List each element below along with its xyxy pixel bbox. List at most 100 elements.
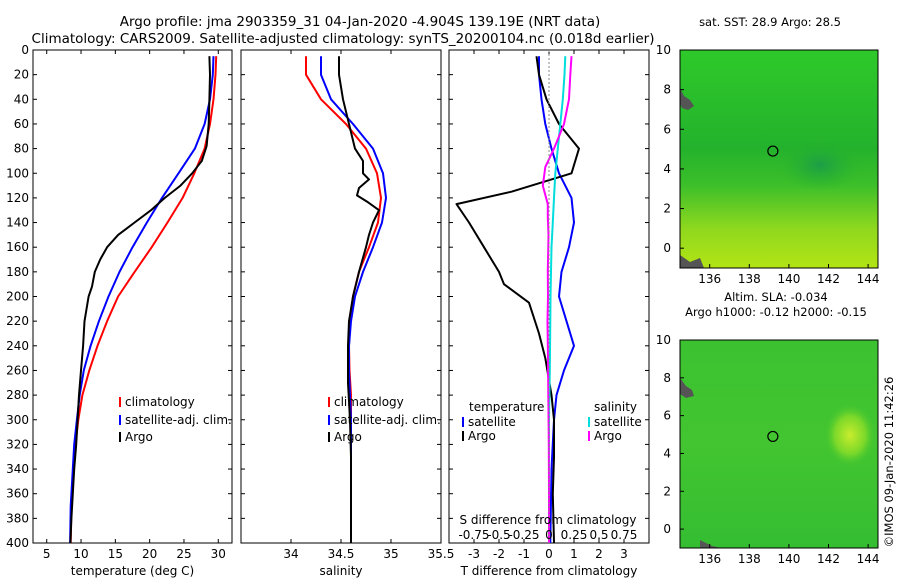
y-tick-label: 40 xyxy=(14,92,29,106)
y-tick-label: 380 xyxy=(6,511,29,525)
y-tick-label: 160 xyxy=(6,240,29,254)
x-axis-label: temperature (deg C) xyxy=(71,564,194,578)
map-y-tick-label: 6 xyxy=(663,409,671,423)
series-climatology-line xyxy=(305,56,382,543)
x-axis-label: T difference from climatology xyxy=(460,564,638,578)
map-y-tick-label: 0 xyxy=(663,241,671,255)
plot-frame xyxy=(32,49,233,544)
legend-temperature-title: temperature xyxy=(469,400,544,414)
map-y-tick-label: 8 xyxy=(663,83,671,97)
map-y-tick-label: 2 xyxy=(663,202,671,216)
map-y-tick-label: 6 xyxy=(663,122,671,136)
coastline-fragment xyxy=(680,378,694,398)
map-x-tick-label: 144 xyxy=(857,272,880,286)
y-tick-label: 80 xyxy=(14,142,29,156)
x-axis-label: salinity xyxy=(319,564,362,578)
map-x-tick-label: 136 xyxy=(698,272,721,286)
x-tick-label: 0 xyxy=(545,547,553,561)
y-tick-label: 300 xyxy=(6,413,29,427)
s-diff-axis-label: S difference from climatology xyxy=(460,513,637,527)
sla-map: Altim. SLA: -0.034 Argo h1000: -0.12 h20… xyxy=(656,290,880,566)
x-tick-label: -1 xyxy=(518,547,530,561)
s-diff-tick-label: 0 xyxy=(545,528,553,542)
x-tick-label: 34.5 xyxy=(328,547,355,561)
legend-label-satellite-adj-clim: satellite-adj. clim. xyxy=(125,413,232,427)
s-diff-tick-label: -0.25 xyxy=(508,528,539,542)
y-tick-label: 260 xyxy=(6,363,29,377)
x-tick-label: 30 xyxy=(211,547,226,561)
figure-title-line1: Argo profile: jma 2903359_31 04-Jan-2020… xyxy=(120,14,601,30)
legend-label-satellite-adj-clim: satellite-adj. clim. xyxy=(334,413,441,427)
y-tick-label: 60 xyxy=(14,117,29,131)
legend-label-t-satellite: satellite xyxy=(468,415,516,429)
legend-label-s-satellite: satellite xyxy=(594,415,642,429)
y-tick-label: 120 xyxy=(6,191,29,205)
figure-title-line2: Climatology: CARS2009. Satellite-adjuste… xyxy=(32,31,655,47)
s-diff-tick-label: 0.25 xyxy=(561,528,588,542)
y-tick-label: 320 xyxy=(6,437,29,451)
y-tick-label: 200 xyxy=(6,290,29,304)
temperature-panel: 5 10 15 20 25 3002040608010012014016018020022… xyxy=(6,43,233,578)
plot-frame xyxy=(240,49,442,544)
map-y-tick-label: 4 xyxy=(663,162,671,176)
x-tick-label: 25 xyxy=(176,547,191,561)
sla-high-patch xyxy=(824,403,876,467)
y-tick-label: 220 xyxy=(6,314,29,328)
series-argo-line xyxy=(69,56,211,544)
y-tick-label: 20 xyxy=(14,68,29,82)
map-y-tick-label: 2 xyxy=(663,484,671,498)
x-tick-label: 5 xyxy=(43,547,51,561)
map-x-tick-label: 136 xyxy=(698,552,721,566)
map-x-tick-label: 142 xyxy=(817,552,840,566)
x-tick-label: -3 xyxy=(468,547,480,561)
series-satellite-adj-clim-line xyxy=(69,56,215,544)
difference-panel: -3 -2 -1 0 1 2 3 T difference from climatology S… xyxy=(448,49,650,578)
coastline-fragment xyxy=(680,88,694,110)
legend-label-s-argo: Argo xyxy=(594,429,622,443)
x-tick-label: 34 xyxy=(283,547,298,561)
map-frame xyxy=(679,49,879,269)
map-x-tick-label: 140 xyxy=(777,552,800,566)
s-diff-tick-label: 0.5 xyxy=(589,528,608,542)
map-y-tick-label: 10 xyxy=(656,333,671,347)
sla-map-subtitle: Argo h1000: -0.12 h2000: -0.15 xyxy=(685,305,867,319)
s-diff-tick-label: -0.75 xyxy=(458,528,489,542)
argo-position-marker xyxy=(767,145,779,157)
map-frame xyxy=(679,339,879,549)
sst-map-title: sat. SST: 28.9 Argo: 28.5 xyxy=(699,15,841,29)
map-x-tick-label: 138 xyxy=(738,272,761,286)
y-tick-label: 100 xyxy=(6,166,29,180)
x-tick-label: 35 xyxy=(383,547,398,561)
x-tick-label: 1 xyxy=(570,547,578,561)
series-t-satellite-line xyxy=(538,56,575,544)
imos-stamp: ©IMOS 09-Jan-2020 11:42:26 xyxy=(882,377,896,548)
x-tick-label: 35.5 xyxy=(428,547,455,561)
y-tick-label: 0 xyxy=(21,43,29,57)
legend-label-climatology: climatology xyxy=(334,395,404,409)
y-tick-label: 400 xyxy=(6,536,29,550)
legend-label-argo: Argo xyxy=(125,430,153,444)
argo-position-marker xyxy=(767,430,779,443)
map-x-tick-label: 144 xyxy=(857,552,880,566)
s-diff-tick-label: -0.5 xyxy=(487,528,510,542)
series-s-argo-line xyxy=(541,56,573,543)
sst-cool-patch xyxy=(780,139,860,191)
x-tick-label: 15 xyxy=(108,547,123,561)
series-argo-line xyxy=(338,56,380,543)
map-x-tick-label: 142 xyxy=(817,272,840,286)
map-y-tick-label: 0 xyxy=(663,522,671,536)
coastline-fragment xyxy=(680,255,704,268)
map-y-tick-label: 4 xyxy=(663,446,671,460)
coastline-fragment xyxy=(700,540,722,548)
y-tick-label: 340 xyxy=(6,462,29,476)
map-x-tick-label: 138 xyxy=(738,552,761,566)
y-tick-label: 240 xyxy=(6,339,29,353)
map-y-tick-label: 10 xyxy=(656,43,671,57)
legend-label-t-argo: Argo xyxy=(468,429,496,443)
map-x-tick-label: 140 xyxy=(777,272,800,286)
x-tick-label: 20 xyxy=(142,547,157,561)
series-climatology-line xyxy=(69,56,218,544)
x-tick-label: 10 xyxy=(73,547,88,561)
y-tick-label: 140 xyxy=(6,216,29,230)
y-tick-label: 280 xyxy=(6,388,29,402)
